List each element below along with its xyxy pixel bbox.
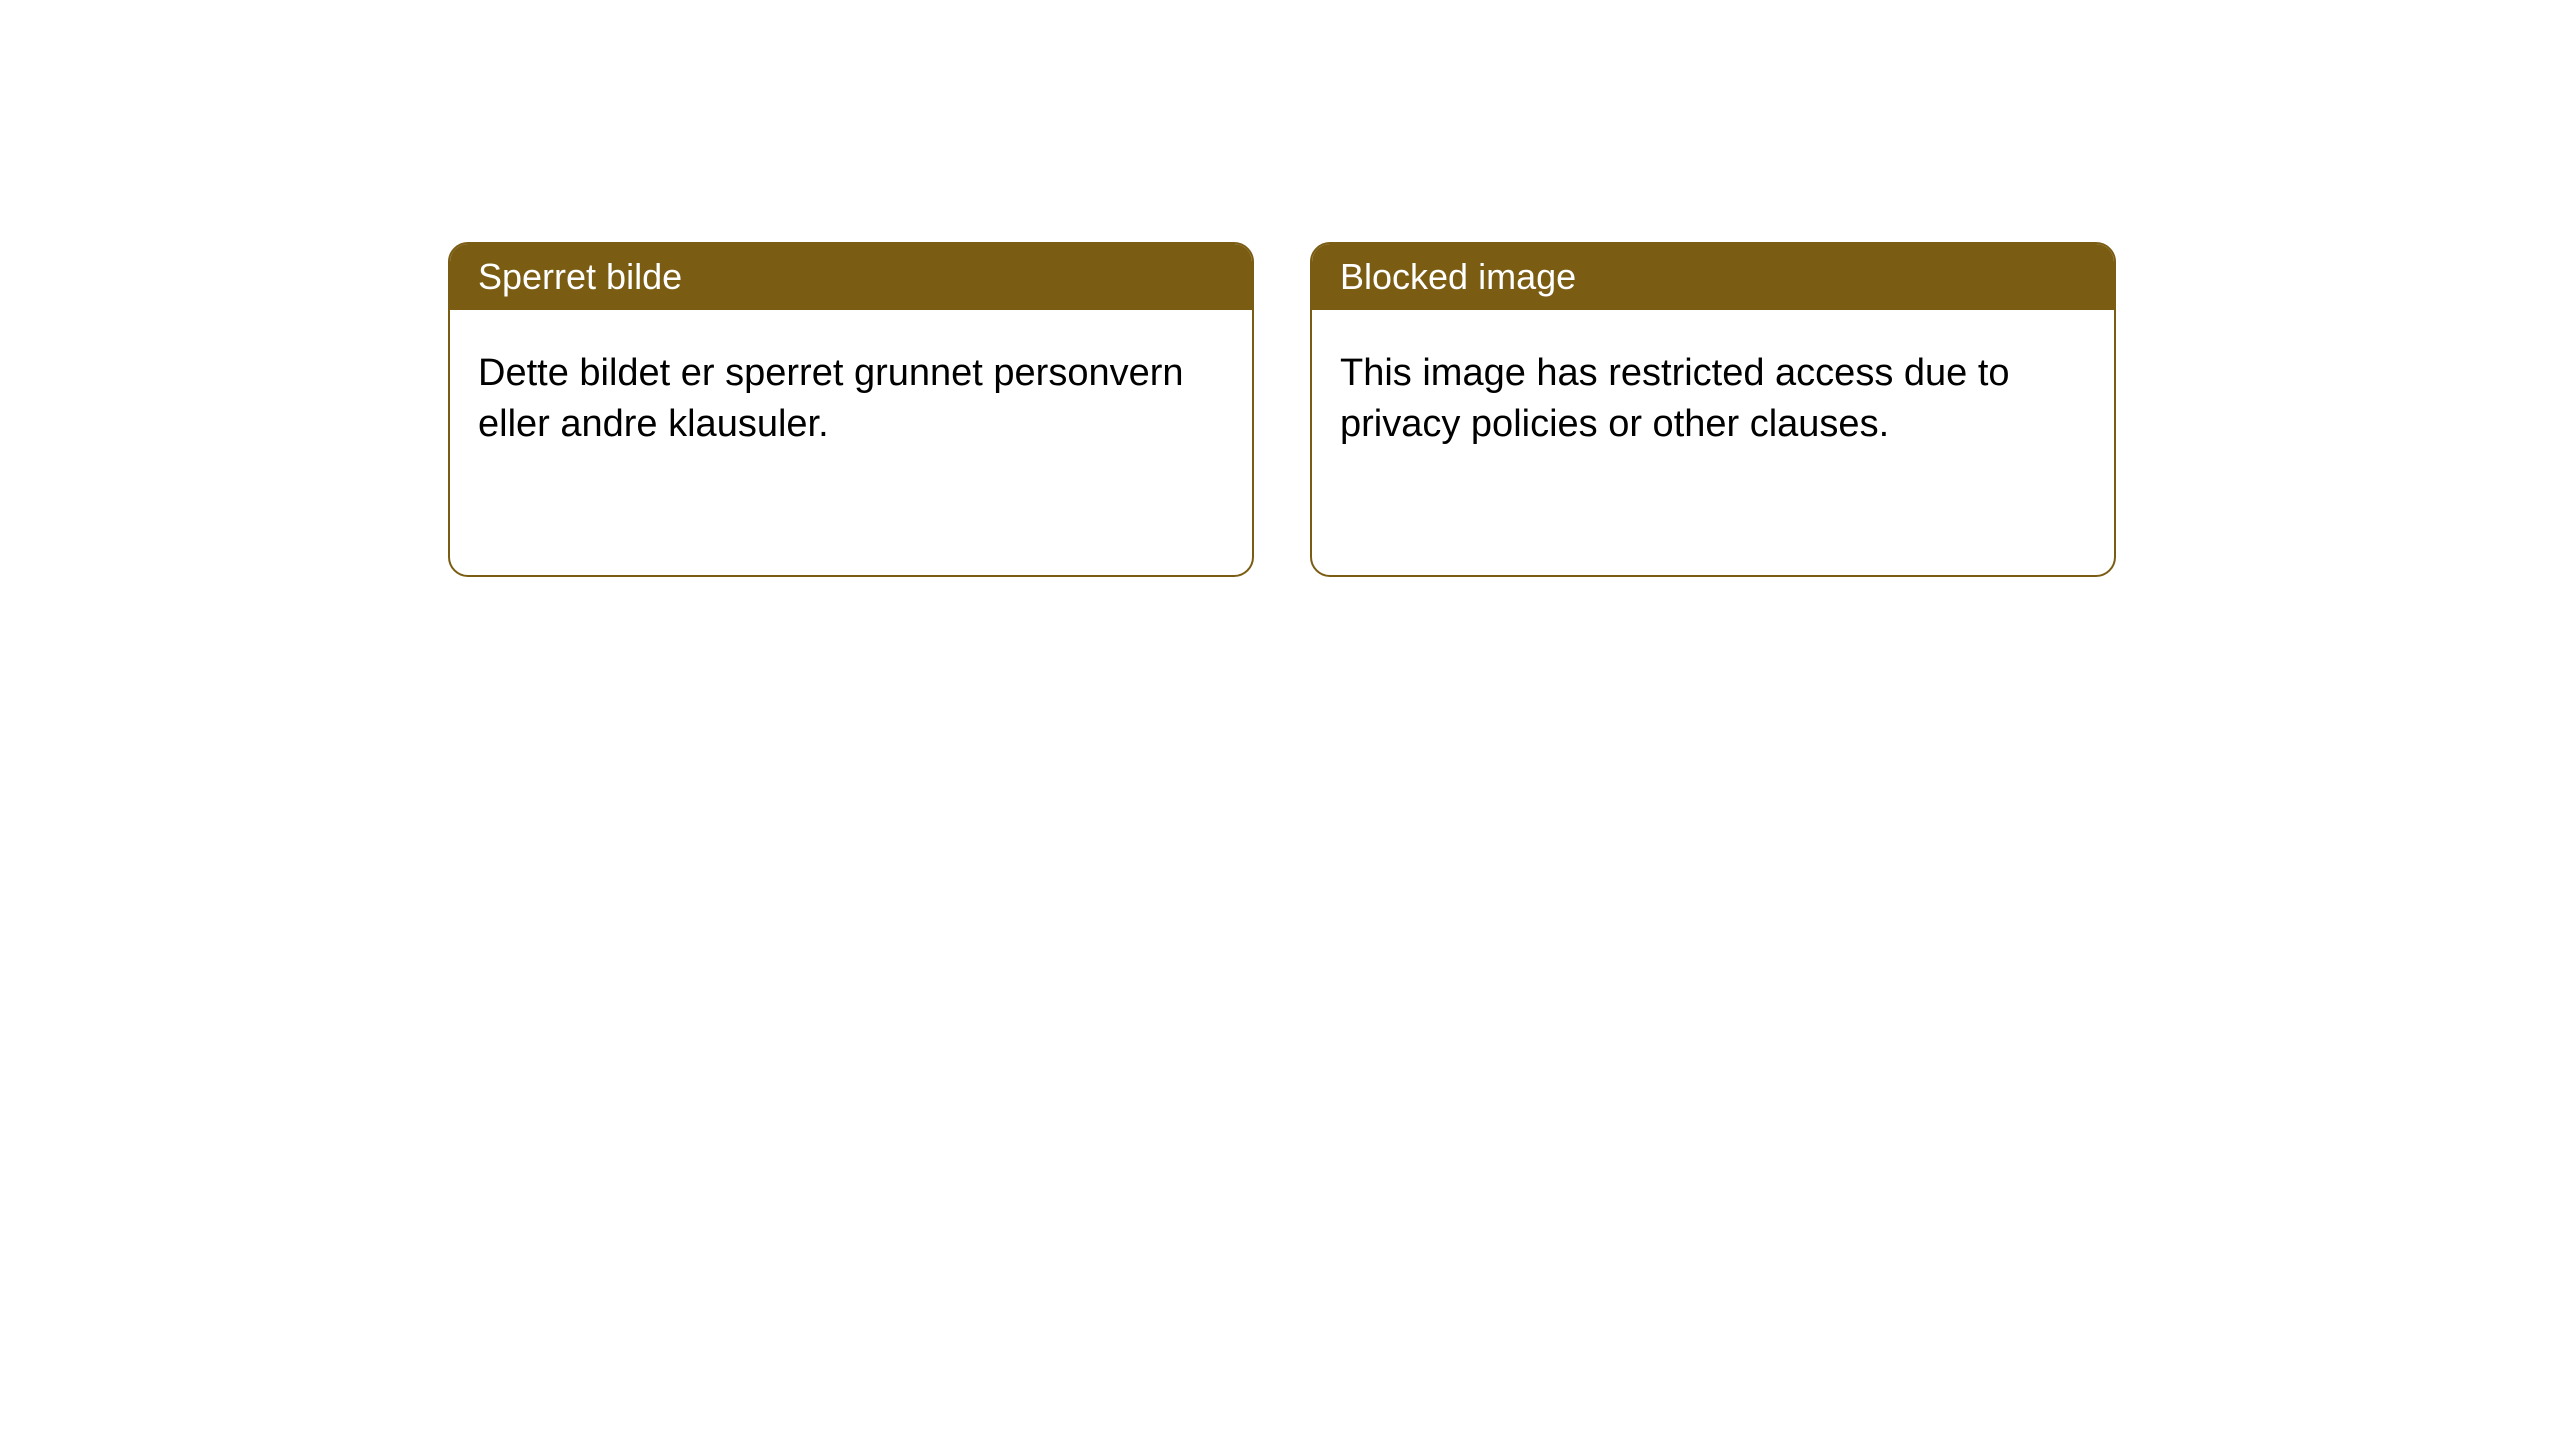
card-title: Sperret bilde [450, 244, 1252, 310]
card-title: Blocked image [1312, 244, 2114, 310]
notice-card-english: Blocked image This image has restricted … [1310, 242, 2116, 577]
notice-card-norwegian: Sperret bilde Dette bildet er sperret gr… [448, 242, 1254, 577]
card-body: Dette bildet er sperret grunnet personve… [450, 310, 1252, 489]
notice-container: Sperret bilde Dette bildet er sperret gr… [0, 0, 2560, 577]
card-body: This image has restricted access due to … [1312, 310, 2114, 489]
